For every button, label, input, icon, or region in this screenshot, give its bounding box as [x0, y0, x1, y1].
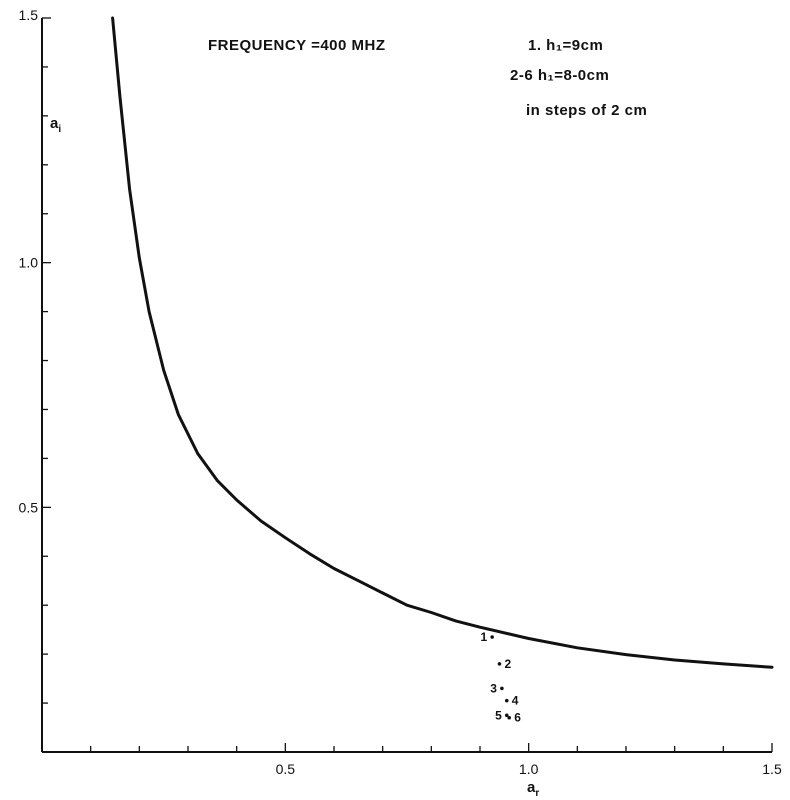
y-tick-label-0: 0.5 [19, 499, 39, 515]
x-axis-label-subscript: r [535, 788, 539, 799]
point-5 [504, 713, 509, 718]
series-curve [111, 16, 774, 669]
annotation-steps: in steps of 2 cm [526, 102, 647, 119]
x-axis-label: ar [527, 779, 539, 799]
point-label-1: 1 [480, 630, 487, 644]
point-1 [490, 635, 494, 639]
x-tick-label-2: 1.5 [762, 761, 782, 777]
point-label-4: 4 [512, 694, 519, 708]
y-axis-label-subscript: i [58, 124, 61, 135]
plot-frame [41, 18, 772, 753]
x-tick-label-1: 1.0 [519, 761, 539, 777]
axis-ticks [42, 17, 773, 752]
x-tick-label-0: 0.5 [276, 761, 296, 777]
point-2 [497, 662, 502, 666]
data-points: 1 23 45 6 [480, 630, 521, 725]
point-label-6: 6 [514, 711, 521, 725]
annotation-frequency: FREQUENCY =400 MHZ [208, 37, 386, 54]
y-tick-label-2: 1.5 [19, 7, 39, 23]
point-6 [507, 715, 512, 720]
y-tick-label-1: 1.0 [19, 255, 39, 271]
annotation-curve-1: 1. h₁=9cm [528, 37, 603, 54]
annotation-curves-2-6: 2-6 h₁=8-0cm [510, 67, 609, 84]
point-label-3: 3 [490, 681, 497, 695]
point-label-5: 5 [495, 708, 502, 722]
point-3 [500, 686, 504, 691]
point-label-2: 2 [504, 657, 511, 671]
tick-labels: 0.5 1.0 1.5 0.5 1.0 1.5 [19, 7, 782, 777]
y-axis-label: ai [50, 115, 61, 135]
point-4 [504, 698, 509, 703]
